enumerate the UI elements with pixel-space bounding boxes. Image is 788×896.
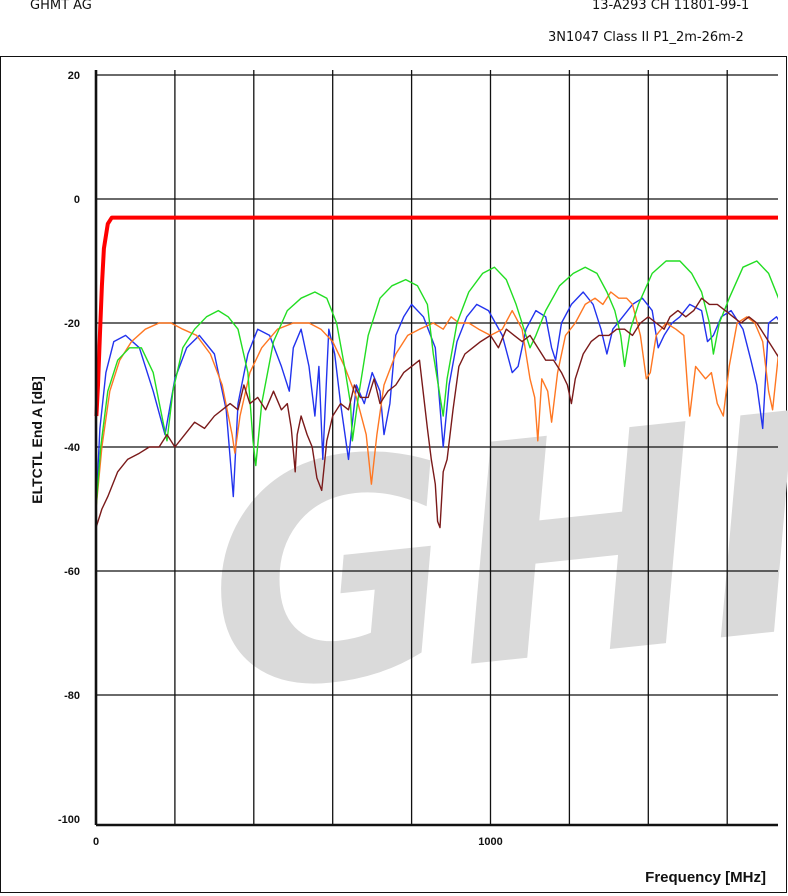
watermark: GHM <box>191 330 788 760</box>
series-group <box>94 215 778 529</box>
chart-frame <box>0 56 787 893</box>
axes: 20 0 -20 -40 -60 -80 -100 0 1000 <box>58 70 778 848</box>
y-tick-label: -40 <box>64 442 80 454</box>
y-tick-label: 0 <box>74 194 80 206</box>
x-axis-label: Frequency [MHz] <box>645 869 766 886</box>
y-tick-label: -20 <box>64 318 80 330</box>
report-id: 13-A293 CH 11801-99-1 <box>592 0 750 13</box>
series-line-2 <box>95 291 778 510</box>
grid <box>96 70 778 825</box>
x-tick-label: 1000 <box>478 836 502 848</box>
series-line-5 <box>95 297 778 529</box>
y-axis-label: ELTCTL End A [dB] <box>29 376 45 504</box>
y-tick-label: -60 <box>64 566 80 578</box>
y-tick-label: 20 <box>68 70 80 82</box>
company-name: GHMT AG <box>30 0 92 13</box>
y-tick-label: -100 <box>58 814 80 826</box>
series-line-1 <box>94 215 778 417</box>
y-tick-label: -80 <box>64 690 80 702</box>
series-line-3 <box>95 291 778 510</box>
test-config-label: 3N1047 Class II P1_2m-26m-2 <box>548 30 744 45</box>
x-tick-label: 0 <box>93 836 99 848</box>
series-line-4 <box>95 260 778 510</box>
